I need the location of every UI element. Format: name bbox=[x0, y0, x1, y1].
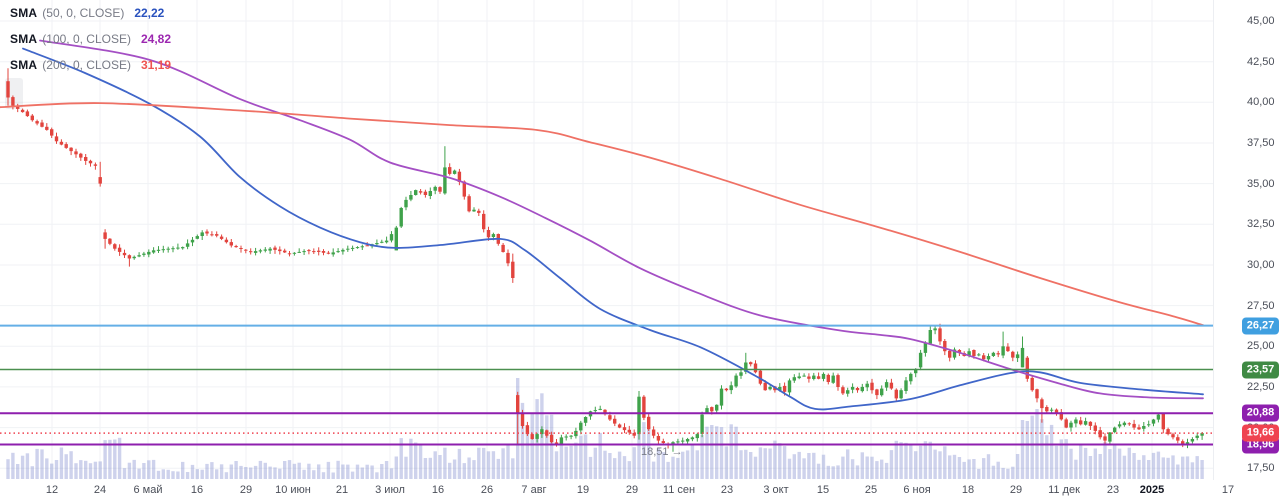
time-axis-label: 26 bbox=[480, 484, 494, 496]
price-axis-label: 45,00 bbox=[1247, 15, 1275, 27]
price-axis-label: 27,50 bbox=[1247, 299, 1275, 312]
price-axis-label: 35,00 bbox=[1247, 177, 1275, 190]
price-axis[interactable]: 45,00 42,50 40,00 37,50 35,00 32,50 30,00 27,50… bbox=[1213, 0, 1280, 480]
time-axis-label: 29 bbox=[239, 484, 253, 496]
time-axis[interactable]: 12 24 6 май 16 29 10 июн 21 3 июл 16 26 7 авг 19 29 1… bbox=[0, 480, 1280, 500]
low-price-annotation: 18,51 → bbox=[641, 446, 683, 458]
time-axis-label: 3 окт bbox=[763, 484, 789, 496]
sma-50-legend-row[interactable]: SMA (50, 0, CLOSE) 22,22 bbox=[10, 6, 171, 24]
time-axis-label: 16 bbox=[190, 484, 204, 496]
time-axis-label: 29 bbox=[1009, 484, 1023, 496]
time-axis-label: 25 bbox=[864, 484, 878, 496]
indicator-value: 31,19 bbox=[141, 58, 172, 72]
time-axis-label: 19 bbox=[576, 484, 590, 496]
time-axis-label: 11 сен bbox=[662, 484, 696, 496]
time-axis-label: 2025 bbox=[1139, 484, 1165, 496]
indicator-legend: SMA (50, 0, CLOSE) 22,22 SMA (100, 0, CL… bbox=[10, 6, 171, 84]
time-axis-label: 16 bbox=[431, 484, 445, 496]
indicator-value: 24,82 bbox=[141, 32, 172, 46]
time-axis-label: 17 bbox=[1221, 484, 1235, 496]
price-axis-label: 42,50 bbox=[1247, 55, 1275, 68]
indicator-params: (100, 0, CLOSE) bbox=[42, 32, 131, 46]
time-axis-label: 3 июл bbox=[375, 484, 405, 496]
time-axis-label: 12 bbox=[45, 484, 59, 496]
last-price-badge: 19,66 bbox=[1242, 424, 1279, 442]
price-chart-canvas[interactable] bbox=[0, 0, 1213, 480]
price-axis-label: 17,50 bbox=[1247, 462, 1275, 475]
price-axis-label: 22,50 bbox=[1247, 380, 1275, 393]
time-axis-label: 10 июн bbox=[275, 484, 311, 496]
time-axis-label: 15 bbox=[816, 484, 830, 496]
time-axis-label: 11 дек bbox=[1048, 484, 1080, 496]
time-axis-label: 29 bbox=[625, 484, 639, 496]
indicator-value: 22,22 bbox=[134, 6, 165, 20]
time-axis-label: 21 bbox=[335, 484, 349, 496]
price-level-badge: 23,57 bbox=[1242, 361, 1279, 379]
time-axis-label: 18 bbox=[961, 484, 975, 496]
indicator-name: SMA bbox=[10, 6, 38, 20]
sma-200-legend-row[interactable]: SMA (200, 0, CLOSE) 31,19 bbox=[10, 58, 171, 76]
price-level-badge: 26,27 bbox=[1242, 317, 1279, 335]
time-axis-label: 6 май bbox=[133, 484, 163, 496]
price-axis-label: 40,00 bbox=[1247, 96, 1275, 109]
indicator-name: SMA bbox=[10, 32, 38, 46]
time-axis-label: 23 bbox=[1106, 484, 1120, 496]
time-axis-label: 7 авг bbox=[521, 484, 547, 496]
price-level-badge: 20,88 bbox=[1242, 404, 1279, 422]
time-axis-label: 24 bbox=[93, 484, 107, 496]
indicator-params: (200, 0, CLOSE) bbox=[42, 58, 131, 72]
time-axis-label: 23 bbox=[720, 484, 734, 496]
time-axis-label: 6 ноя bbox=[903, 484, 931, 496]
sma-100-legend-row[interactable]: SMA (100, 0, CLOSE) 24,82 bbox=[10, 32, 171, 50]
price-axis-label: 32,50 bbox=[1247, 218, 1275, 231]
indicator-name: SMA bbox=[10, 58, 38, 72]
price-axis-label: 30,00 bbox=[1247, 258, 1275, 271]
price-axis-label: 25,00 bbox=[1247, 340, 1275, 353]
price-axis-label: 37,50 bbox=[1247, 136, 1275, 149]
indicator-params: (50, 0, CLOSE) bbox=[42, 6, 125, 20]
